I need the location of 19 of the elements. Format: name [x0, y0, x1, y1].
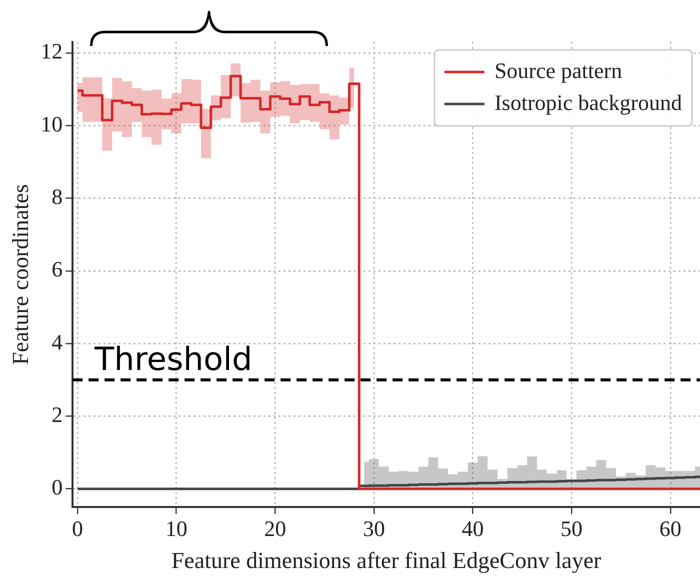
y-tick-label: 8: [52, 184, 63, 209]
y-tick-label: 0: [52, 474, 63, 500]
y-axis-title: Feature coordinates: [8, 184, 33, 365]
y-tick-label: 4: [52, 329, 63, 354]
x-axis-title: Feature dimensions after final EdgeConv layer: [171, 548, 602, 574]
x-tick-label: 50: [560, 516, 583, 541]
x-tick-label: 10: [165, 516, 188, 541]
x-tick-label: 30: [362, 516, 385, 541]
ref-line-label: Threshold: [94, 340, 252, 378]
x-tick-label: 0: [72, 516, 84, 541]
x-tick-label: 40: [462, 516, 484, 541]
y-tick-label: 10: [40, 111, 63, 136]
y-tick-label: 12: [40, 38, 63, 64]
legend-label: Source pattern: [494, 58, 622, 83]
legend-label: Isotropic background: [494, 90, 682, 115]
y-tick-label: 6: [52, 256, 63, 282]
x-tick-label: 20: [264, 516, 286, 541]
y-tick-label: 2: [52, 402, 63, 427]
x-tick-label: 60: [659, 516, 682, 541]
